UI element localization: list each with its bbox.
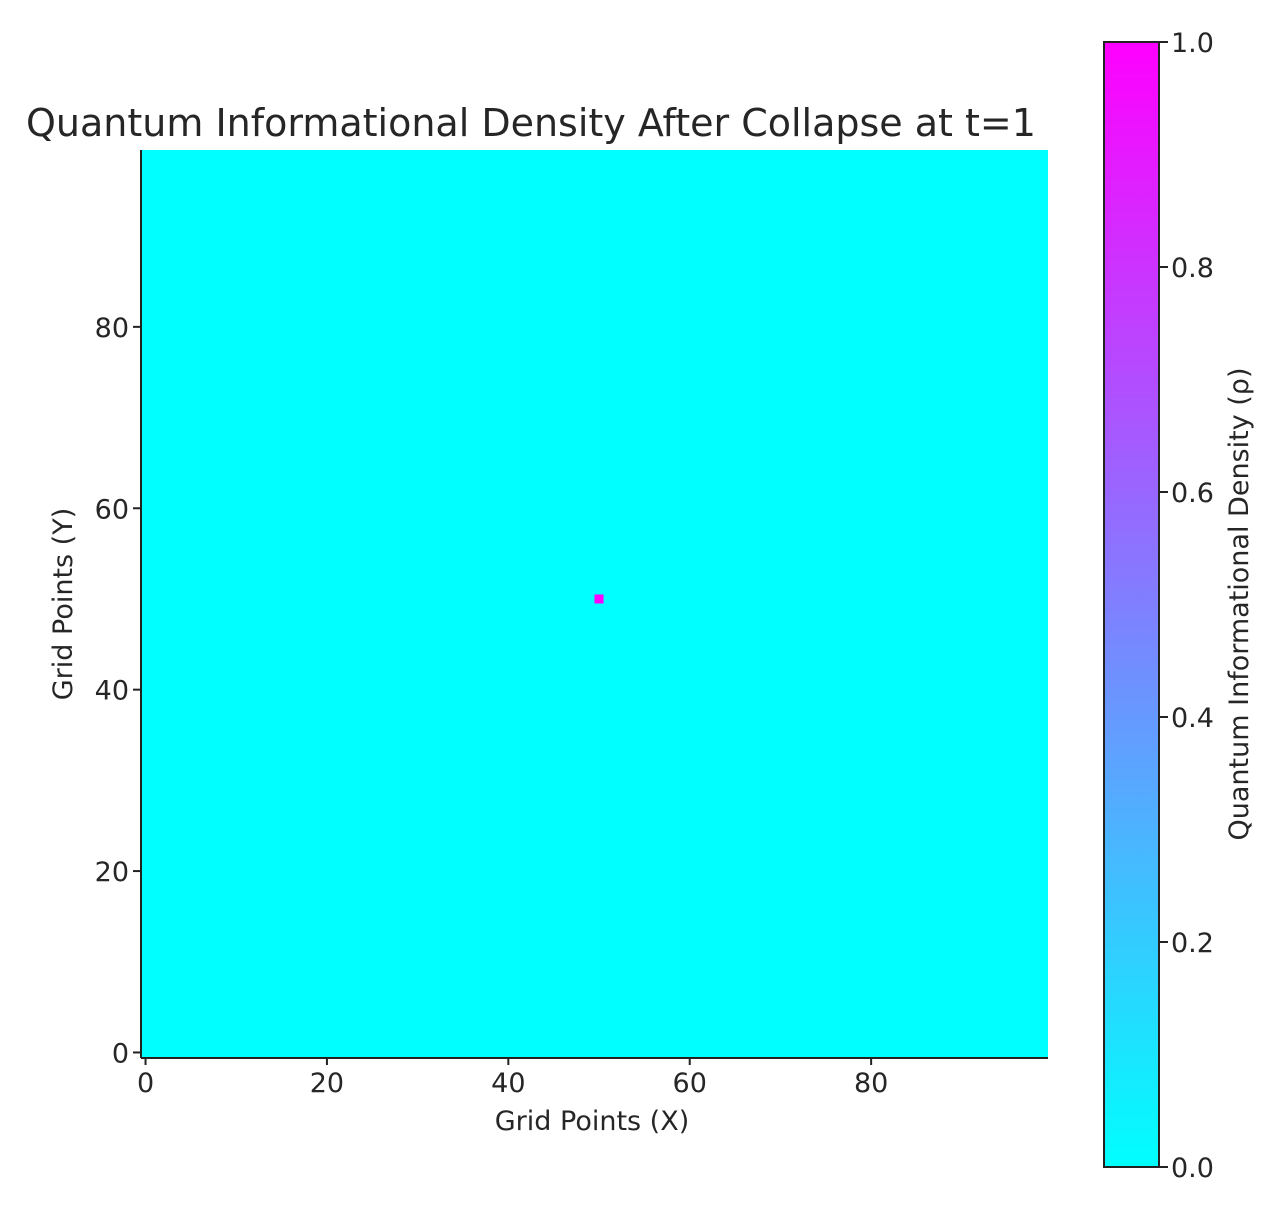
colorbar-tick-label: 0.6 bbox=[1171, 478, 1214, 509]
chart-title: Quantum Informational Density After Coll… bbox=[26, 101, 1036, 145]
x-tick-label: 40 bbox=[491, 1068, 525, 1099]
heatmap-peak-cell bbox=[594, 594, 604, 604]
y-tick-label: 40 bbox=[95, 676, 129, 707]
y-tick-label: 80 bbox=[95, 313, 129, 344]
colorbar-tick-label: 0.0 bbox=[1171, 1153, 1214, 1184]
colorbar-tick-label: 1.0 bbox=[1171, 28, 1214, 59]
x-tick-label: 0 bbox=[137, 1068, 154, 1099]
y-tick-label: 60 bbox=[95, 494, 129, 525]
x-tick-label: 80 bbox=[854, 1068, 888, 1099]
x-tick-label: 20 bbox=[310, 1068, 344, 1099]
x-axis-label: Grid Points (X) bbox=[495, 1106, 690, 1137]
colorbar bbox=[1103, 41, 1160, 1168]
colorbar-label: Quantum Informational Density (ρ) bbox=[1224, 368, 1255, 841]
y-tick-label: 0 bbox=[112, 1038, 129, 1069]
x-tick-label: 60 bbox=[673, 1068, 707, 1099]
colorbar-tick-label: 0.2 bbox=[1171, 928, 1214, 959]
heatmap-peaks bbox=[594, 594, 604, 604]
x-axis-ticks: 0 20 40 60 80 bbox=[137, 1057, 888, 1099]
y-tick-label: 20 bbox=[95, 857, 129, 888]
y-axis-label: Grid Points (Y) bbox=[48, 508, 79, 701]
colorbar-ticks: 0.0 0.2 0.4 0.6 0.8 1.0 bbox=[1159, 28, 1214, 1184]
y-axis-ticks: 0 20 40 60 80 bbox=[95, 313, 141, 1069]
colorbar-tick-label: 0.8 bbox=[1171, 253, 1214, 284]
colorbar-tick-label: 0.4 bbox=[1171, 703, 1214, 734]
